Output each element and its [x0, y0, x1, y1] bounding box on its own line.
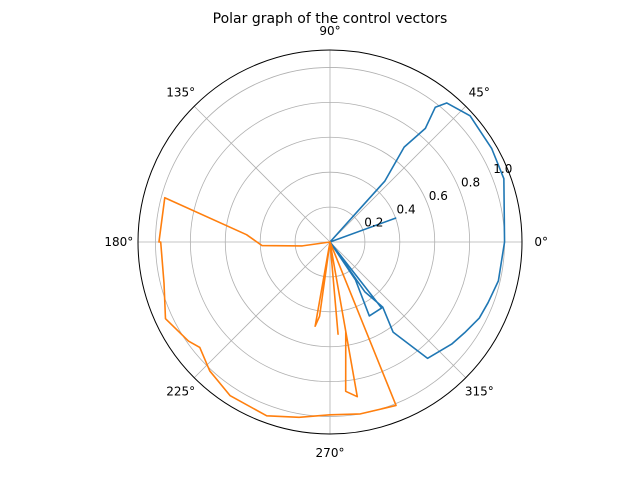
angular-tick-label-0: 0°	[534, 235, 548, 249]
series-line-0	[329, 102, 506, 360]
angular-tick-label-6: 270°	[316, 446, 345, 460]
angular-tick-label-5: 225°	[166, 384, 195, 398]
radial-tick-label-2: 0.6	[429, 189, 448, 203]
outline-layer	[137, 49, 523, 435]
angular-tick-label-1: 45°	[469, 86, 490, 100]
angular-grid-line-3	[193, 105, 331, 243]
grid-layer	[138, 50, 522, 434]
angular-grid-line-7	[329, 241, 467, 379]
angular-tick-label-7: 315°	[465, 384, 494, 398]
chart-title: Polar graph of the control vectors	[213, 11, 448, 27]
angular-tick-label-2: 90°	[319, 24, 340, 38]
series-layer	[158, 102, 506, 419]
angular-tick-label-3: 135°	[166, 86, 195, 100]
label-layer: 0° 45° 90° 135° 180° 225° 270° 315° 0.2 0.4 0.6 0.8…	[104, 24, 548, 460]
radial-tick-label-1: 0.4	[397, 202, 416, 216]
angular-tick-label-4: 180°	[104, 235, 133, 249]
radial-tick-label-3: 0.8	[461, 176, 480, 190]
radial-tick-label-0: 0.2	[364, 216, 383, 230]
outer-spine	[137, 49, 523, 435]
angular-grid-line-5	[193, 241, 331, 379]
series-line-1	[158, 196, 397, 419]
radial-tick-label-4: 1.0	[493, 162, 512, 176]
angular-grid-line-1	[329, 105, 467, 243]
